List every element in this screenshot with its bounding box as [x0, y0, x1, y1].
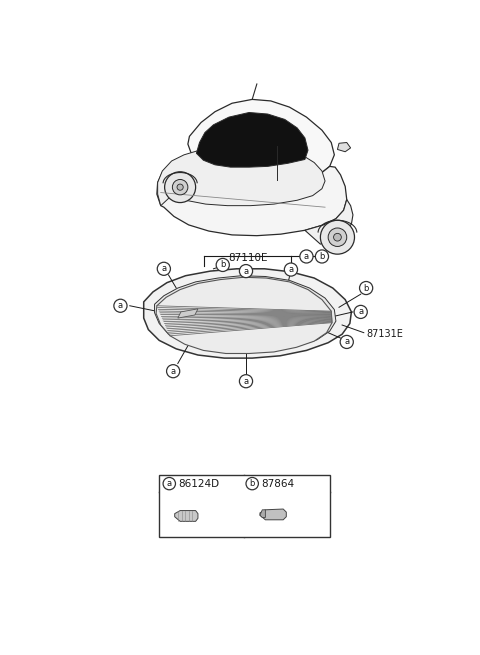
Polygon shape [178, 309, 198, 318]
FancyBboxPatch shape [159, 475, 330, 536]
Text: 87864: 87864 [262, 479, 295, 489]
Circle shape [300, 250, 313, 263]
Circle shape [177, 184, 183, 190]
Circle shape [216, 258, 229, 271]
Circle shape [165, 172, 196, 202]
Polygon shape [260, 509, 286, 520]
Text: 87110E: 87110E [228, 253, 267, 263]
Polygon shape [144, 269, 351, 358]
Polygon shape [337, 143, 350, 152]
Polygon shape [260, 510, 265, 517]
Circle shape [328, 228, 347, 246]
Polygon shape [196, 113, 308, 167]
Text: b: b [220, 261, 226, 269]
Text: a: a [243, 377, 249, 386]
Circle shape [340, 335, 353, 348]
Circle shape [360, 282, 372, 295]
Circle shape [354, 305, 367, 318]
Text: a: a [170, 367, 176, 376]
Circle shape [334, 233, 341, 241]
Circle shape [246, 477, 258, 490]
Circle shape [240, 265, 252, 278]
Circle shape [284, 263, 298, 276]
Text: a: a [344, 337, 349, 346]
Text: b: b [363, 284, 369, 293]
Text: a: a [243, 267, 249, 276]
Circle shape [240, 375, 252, 388]
Text: a: a [358, 307, 363, 316]
Polygon shape [188, 100, 335, 180]
Polygon shape [157, 145, 325, 206]
Polygon shape [156, 277, 332, 354]
Circle shape [114, 299, 127, 312]
Polygon shape [175, 510, 198, 521]
Polygon shape [157, 156, 347, 236]
Polygon shape [155, 276, 336, 352]
Text: a: a [167, 479, 172, 488]
Circle shape [163, 477, 176, 490]
Circle shape [315, 250, 328, 263]
Text: a: a [288, 265, 293, 274]
Text: 87131E: 87131E [366, 329, 403, 339]
Text: b: b [250, 479, 255, 488]
Text: a: a [118, 301, 123, 310]
Circle shape [321, 220, 355, 254]
Text: a: a [304, 252, 309, 261]
Text: b: b [319, 252, 324, 261]
Text: 86124D: 86124D [179, 479, 220, 489]
Circle shape [167, 365, 180, 378]
Circle shape [172, 179, 188, 195]
Text: a: a [161, 264, 167, 273]
Circle shape [157, 262, 170, 275]
Polygon shape [305, 200, 353, 244]
